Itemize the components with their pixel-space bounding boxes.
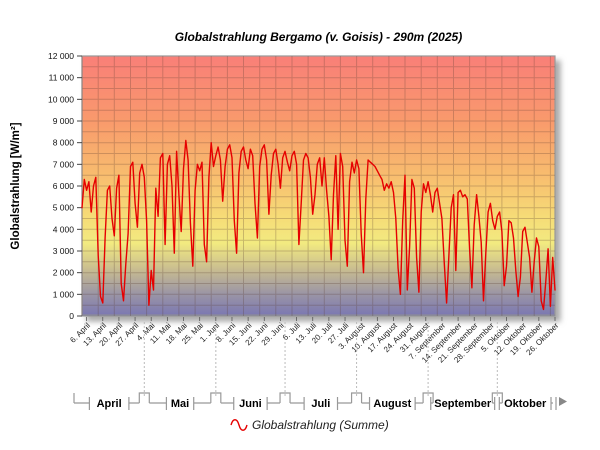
y-tick-label: 5 000 [53,203,75,213]
month-braces: April Mai Juni Juli August September Oktober [73,322,567,410]
radiation-line-series [81,139,556,311]
plot-panel [81,55,556,317]
y-tick-label: 10 000 [48,94,74,104]
continuation-arrow-icon [559,397,567,406]
y-tick-label: 7 000 [53,159,75,169]
month-label-april: April [97,398,122,410]
legend-line-marker-icon [230,419,248,431]
month-label-september: September [434,398,492,410]
month-label-oktober: Oktober [504,398,547,410]
y-tick-label: 2 000 [53,268,75,278]
legend-label: Globalstrahlung (Summe) [252,418,389,432]
y-tick-label: 1 000 [53,289,75,299]
y-axis: 0 1 000 2 000 3 000 4 000 5 000 6 000 7 000 8 00… [48,51,82,321]
y-tick-label: 11 000 [49,73,75,83]
y-tick-label: 12 000 [48,51,74,61]
month-label-august: August [373,398,411,410]
month-label-mai: Mai [171,398,189,410]
legend: Globalstrahlung (Summe) [230,418,389,432]
month-label-juni: Juni [239,398,262,410]
y-tick-label: 8 000 [53,138,75,148]
y-tick-label: 4 000 [53,224,75,234]
y-axis-title: Globalstrahlung [W/m²] [10,122,22,249]
month-label-juli: Juli [311,398,330,410]
chart-title: Globalstrahlung Bergamo (v. Goisis) - 29… [175,30,462,44]
y-tick-label: 9 000 [53,116,75,126]
y-tick-label: 0 [69,311,74,321]
y-tick-label: 6 000 [53,181,75,191]
y-tick-label: 3 000 [53,246,75,256]
